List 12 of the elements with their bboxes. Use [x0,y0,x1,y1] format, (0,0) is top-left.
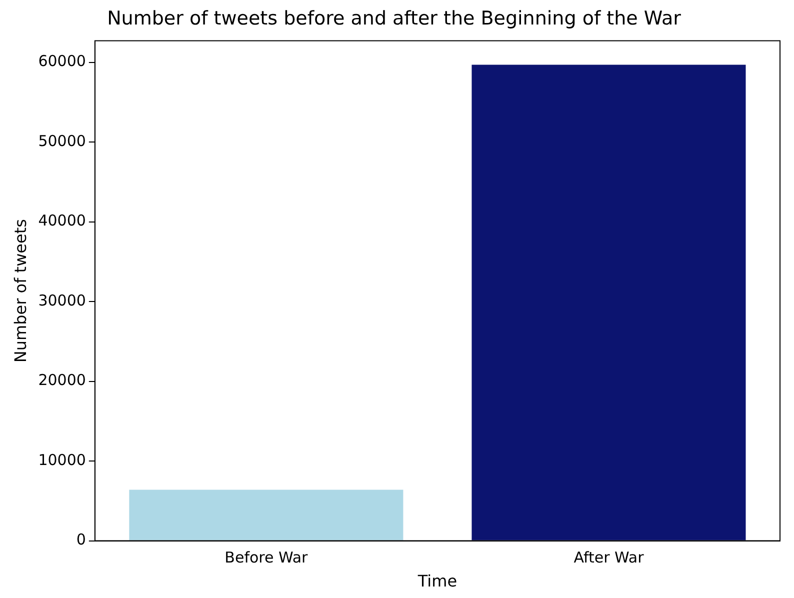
y-tick-label: 60000 [38,52,86,70]
y-tick-label: 30000 [38,291,86,310]
chart-title: Number of tweets before and after the Beginning of the War [107,7,682,30]
y-tick-label: 50000 [38,132,86,150]
y-tick-label: 20000 [38,371,86,390]
y-tick-label: 0 [76,530,86,549]
x-tick-label: After War [574,548,645,567]
x-tick-label: Before War [224,548,309,567]
x-axis-title: Time [416,572,458,591]
y-tick-label: 40000 [38,212,86,230]
y-axis-title: Number of tweets [10,219,30,363]
y-tick-label: 10000 [38,450,86,469]
